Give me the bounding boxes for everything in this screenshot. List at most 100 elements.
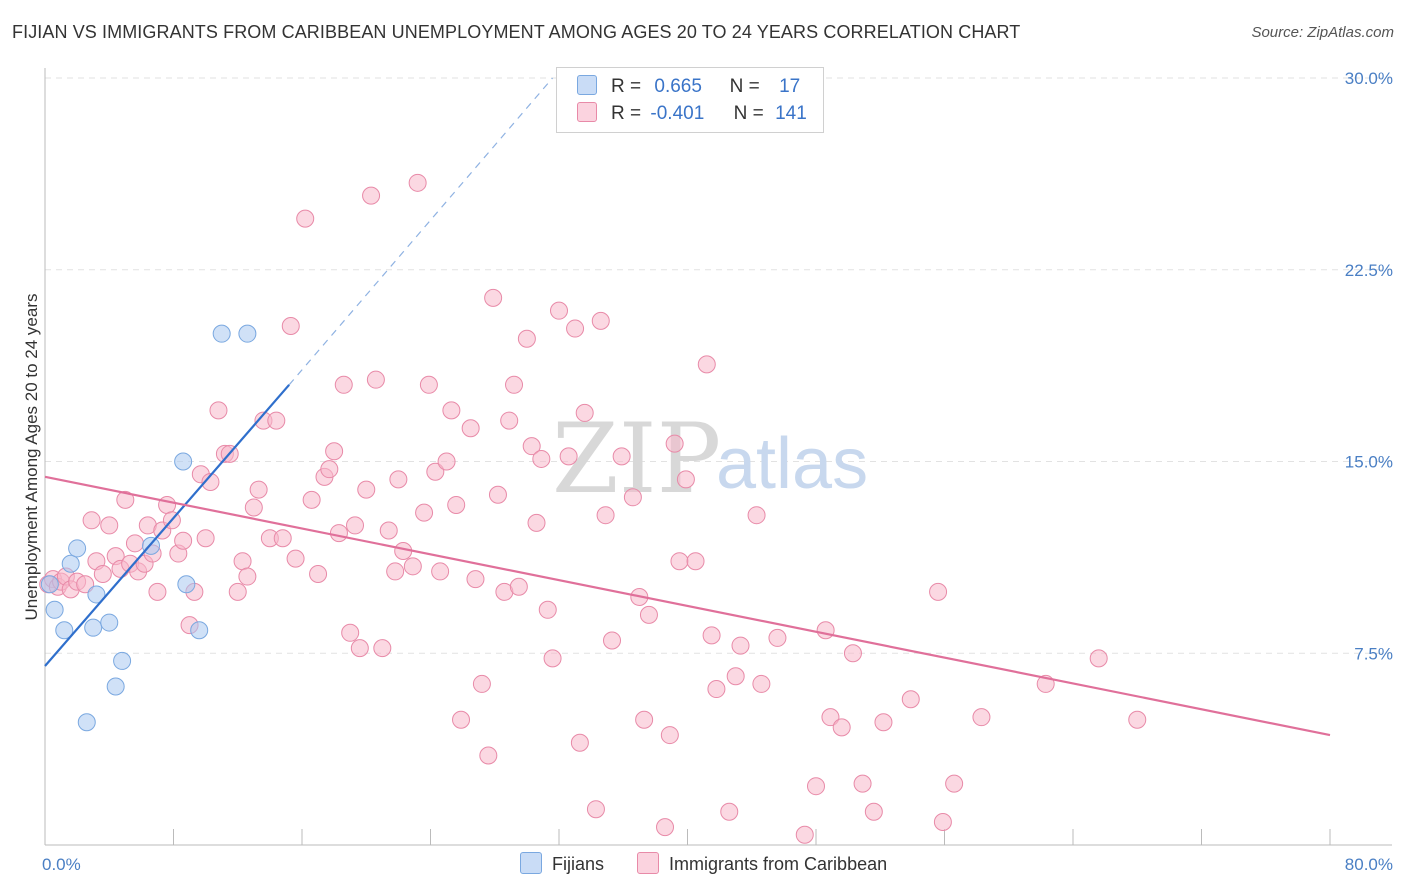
data-point bbox=[212, 324, 231, 343]
data-point bbox=[635, 710, 654, 729]
data-point bbox=[586, 800, 605, 819]
data-point bbox=[472, 674, 491, 693]
data-point bbox=[302, 490, 321, 509]
legend-swatch-caribbean bbox=[637, 852, 660, 874]
data-point bbox=[87, 585, 106, 604]
data-point bbox=[116, 490, 135, 509]
data-point bbox=[452, 710, 471, 729]
caribbean-points bbox=[39, 173, 1147, 844]
data-point bbox=[244, 498, 263, 517]
legend-r-value: 0.665 bbox=[654, 76, 702, 97]
data-point bbox=[768, 628, 787, 647]
x-tick-label: 0.0% bbox=[42, 855, 81, 874]
fijian-trend-extension bbox=[288, 77, 554, 386]
data-point bbox=[720, 802, 739, 821]
data-point bbox=[575, 403, 594, 422]
data-point bbox=[55, 621, 74, 640]
data-point bbox=[795, 825, 814, 844]
data-point bbox=[550, 301, 568, 320]
data-point bbox=[676, 470, 695, 489]
data-point bbox=[612, 447, 631, 466]
legend-r-label: R = bbox=[611, 76, 642, 97]
data-point bbox=[570, 733, 589, 752]
data-point bbox=[389, 470, 408, 489]
data-point bbox=[415, 503, 434, 522]
data-point bbox=[505, 375, 524, 394]
data-point bbox=[286, 549, 305, 568]
data-point bbox=[93, 564, 112, 583]
x-tick-label: 80.0% bbox=[1345, 855, 1393, 874]
legend-n-value: 141 bbox=[775, 103, 807, 124]
data-point bbox=[76, 575, 95, 594]
legend-row-fijians: R = 0.665 N = 17 bbox=[577, 75, 800, 99]
data-point bbox=[752, 674, 771, 693]
data-point bbox=[403, 557, 422, 576]
data-point bbox=[174, 531, 193, 550]
data-point bbox=[125, 534, 144, 553]
data-point bbox=[945, 774, 964, 793]
data-point bbox=[707, 680, 726, 699]
y-tick-label: 7.5% bbox=[1354, 644, 1393, 663]
data-point bbox=[447, 495, 466, 514]
series-legend: Fijians Immigrants from Caribbean bbox=[520, 852, 887, 875]
data-point bbox=[68, 539, 87, 558]
data-point bbox=[731, 636, 750, 655]
data-point bbox=[325, 442, 344, 461]
data-point bbox=[933, 812, 952, 831]
x-tick-labels: 0.0% 80.0% bbox=[42, 855, 1393, 874]
data-point bbox=[660, 726, 679, 745]
data-point bbox=[267, 411, 286, 430]
data-point bbox=[864, 802, 883, 821]
data-point bbox=[466, 570, 485, 589]
data-point bbox=[77, 713, 96, 732]
chart-title: FIJIAN VS IMMIGRANTS FROM CARIBBEAN UNEM… bbox=[12, 22, 1021, 42]
data-point bbox=[238, 324, 257, 343]
data-point bbox=[334, 375, 353, 394]
data-point bbox=[1089, 649, 1108, 668]
data-point bbox=[726, 667, 745, 686]
data-point bbox=[309, 564, 328, 583]
data-point bbox=[543, 649, 562, 668]
data-point bbox=[158, 495, 177, 514]
data-point bbox=[697, 355, 716, 374]
data-point bbox=[522, 437, 541, 456]
data-point bbox=[488, 485, 507, 504]
data-point bbox=[350, 639, 369, 658]
data-point bbox=[366, 370, 385, 389]
data-point bbox=[500, 411, 519, 430]
legend-swatch-caribbean bbox=[577, 102, 597, 122]
data-point bbox=[566, 319, 585, 338]
data-point bbox=[461, 419, 480, 438]
data-point bbox=[113, 651, 132, 670]
data-point bbox=[362, 186, 381, 205]
data-point bbox=[357, 480, 376, 499]
data-point bbox=[517, 329, 536, 348]
data-point bbox=[228, 582, 247, 601]
fijian-points bbox=[40, 324, 257, 732]
data-point bbox=[84, 618, 103, 637]
y-tick-labels: 7.5% 15.0% 22.5% 30.0% bbox=[1345, 69, 1393, 663]
watermark-atlas: atlas bbox=[716, 424, 868, 504]
data-point bbox=[341, 623, 360, 642]
legend-n-label: N = bbox=[729, 76, 760, 97]
data-point bbox=[373, 639, 392, 658]
data-point bbox=[386, 562, 405, 581]
data-point bbox=[209, 401, 228, 420]
data-point bbox=[670, 552, 689, 571]
y-axis-label: Unemployment Among Ages 20 to 24 years bbox=[22, 294, 41, 621]
y-tick-label: 22.5% bbox=[1345, 261, 1393, 280]
data-point bbox=[821, 708, 840, 727]
source-label: Source: ZipAtlas.com bbox=[1251, 24, 1394, 41]
legend-label-caribbean: Immigrants from Caribbean bbox=[669, 854, 888, 874]
data-point bbox=[296, 209, 315, 228]
data-point bbox=[196, 529, 215, 548]
caribbean-trend-line bbox=[44, 475, 1331, 737]
data-point bbox=[174, 452, 193, 471]
data-point bbox=[233, 552, 252, 571]
data-point bbox=[346, 516, 365, 535]
legend-row-caribbean: R = -0.401 N = 141 bbox=[577, 102, 807, 126]
data-point bbox=[100, 613, 119, 632]
axes bbox=[44, 68, 1392, 846]
legend-swatch-fijians bbox=[520, 852, 542, 874]
